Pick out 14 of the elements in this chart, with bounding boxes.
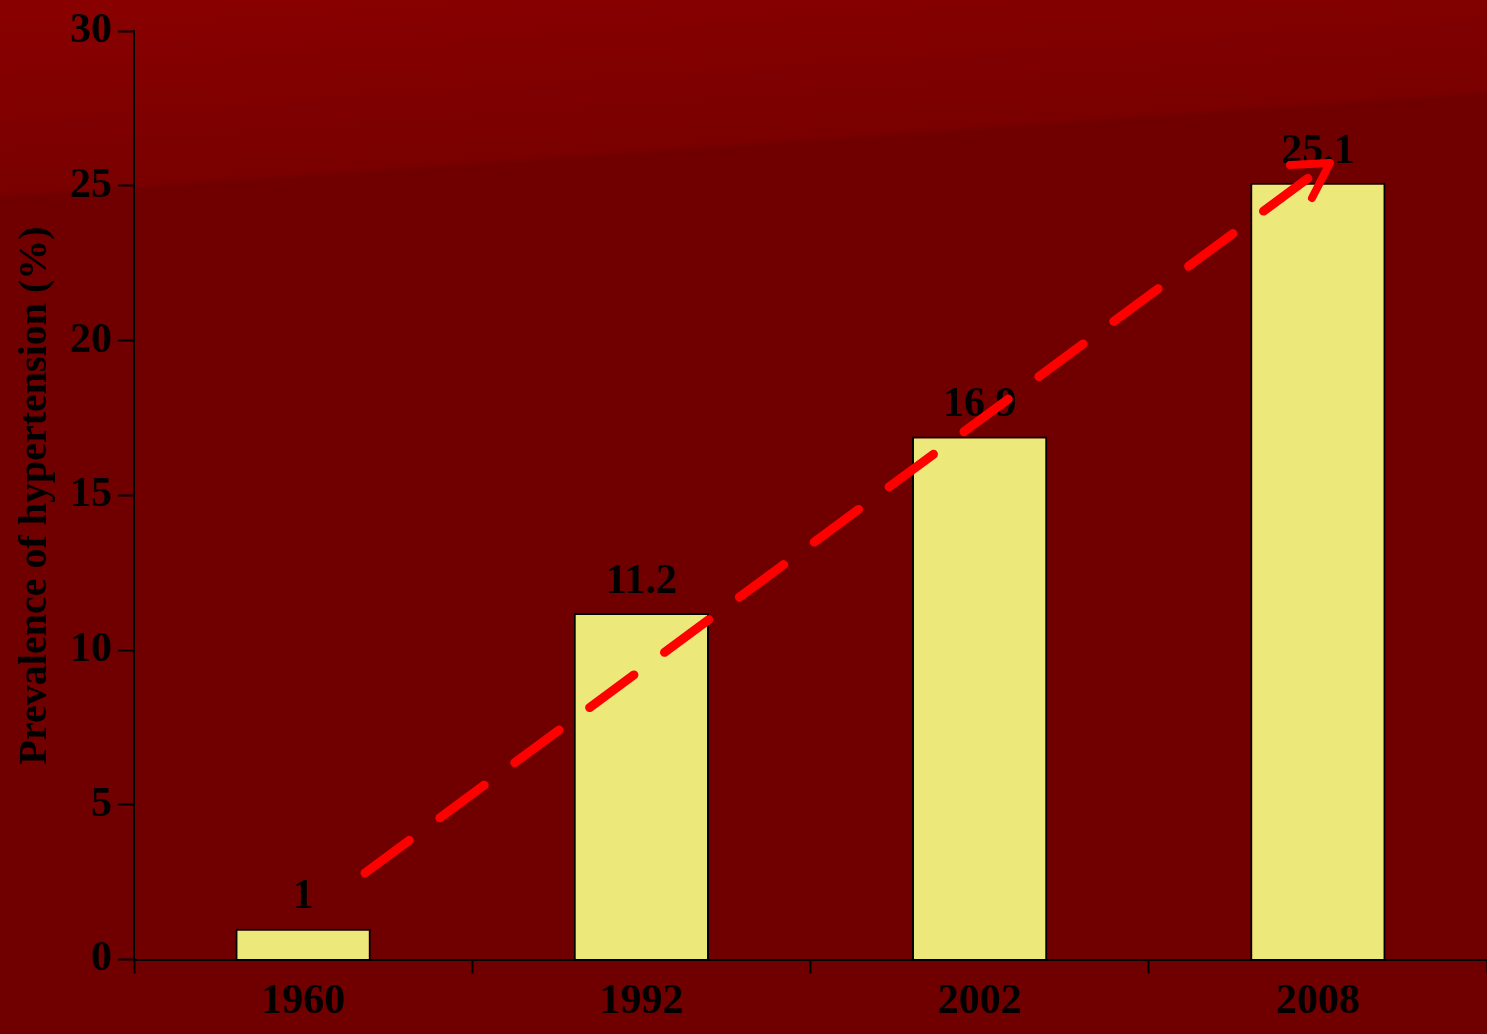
data-label: 11.2 [605, 555, 677, 602]
y-tick-label: 10 [70, 623, 112, 670]
y-tick-label: 15 [70, 469, 112, 516]
y-axis-title: Prevalence of hypertension (%) [10, 226, 56, 765]
x-tick-label: 2002 [937, 975, 1022, 1022]
x-tick-label: 1960 [261, 975, 346, 1022]
y-tick-label: 30 [70, 5, 112, 52]
x-tick-label: 2008 [1275, 975, 1360, 1022]
y-tick-label: 20 [70, 314, 112, 361]
y-tick-label: 5 [91, 778, 112, 825]
data-label: 1 [292, 871, 314, 918]
y-tick-label: 25 [70, 159, 112, 206]
y-tick-label: 0 [91, 933, 112, 980]
x-tick-label: 1992 [599, 975, 684, 1022]
